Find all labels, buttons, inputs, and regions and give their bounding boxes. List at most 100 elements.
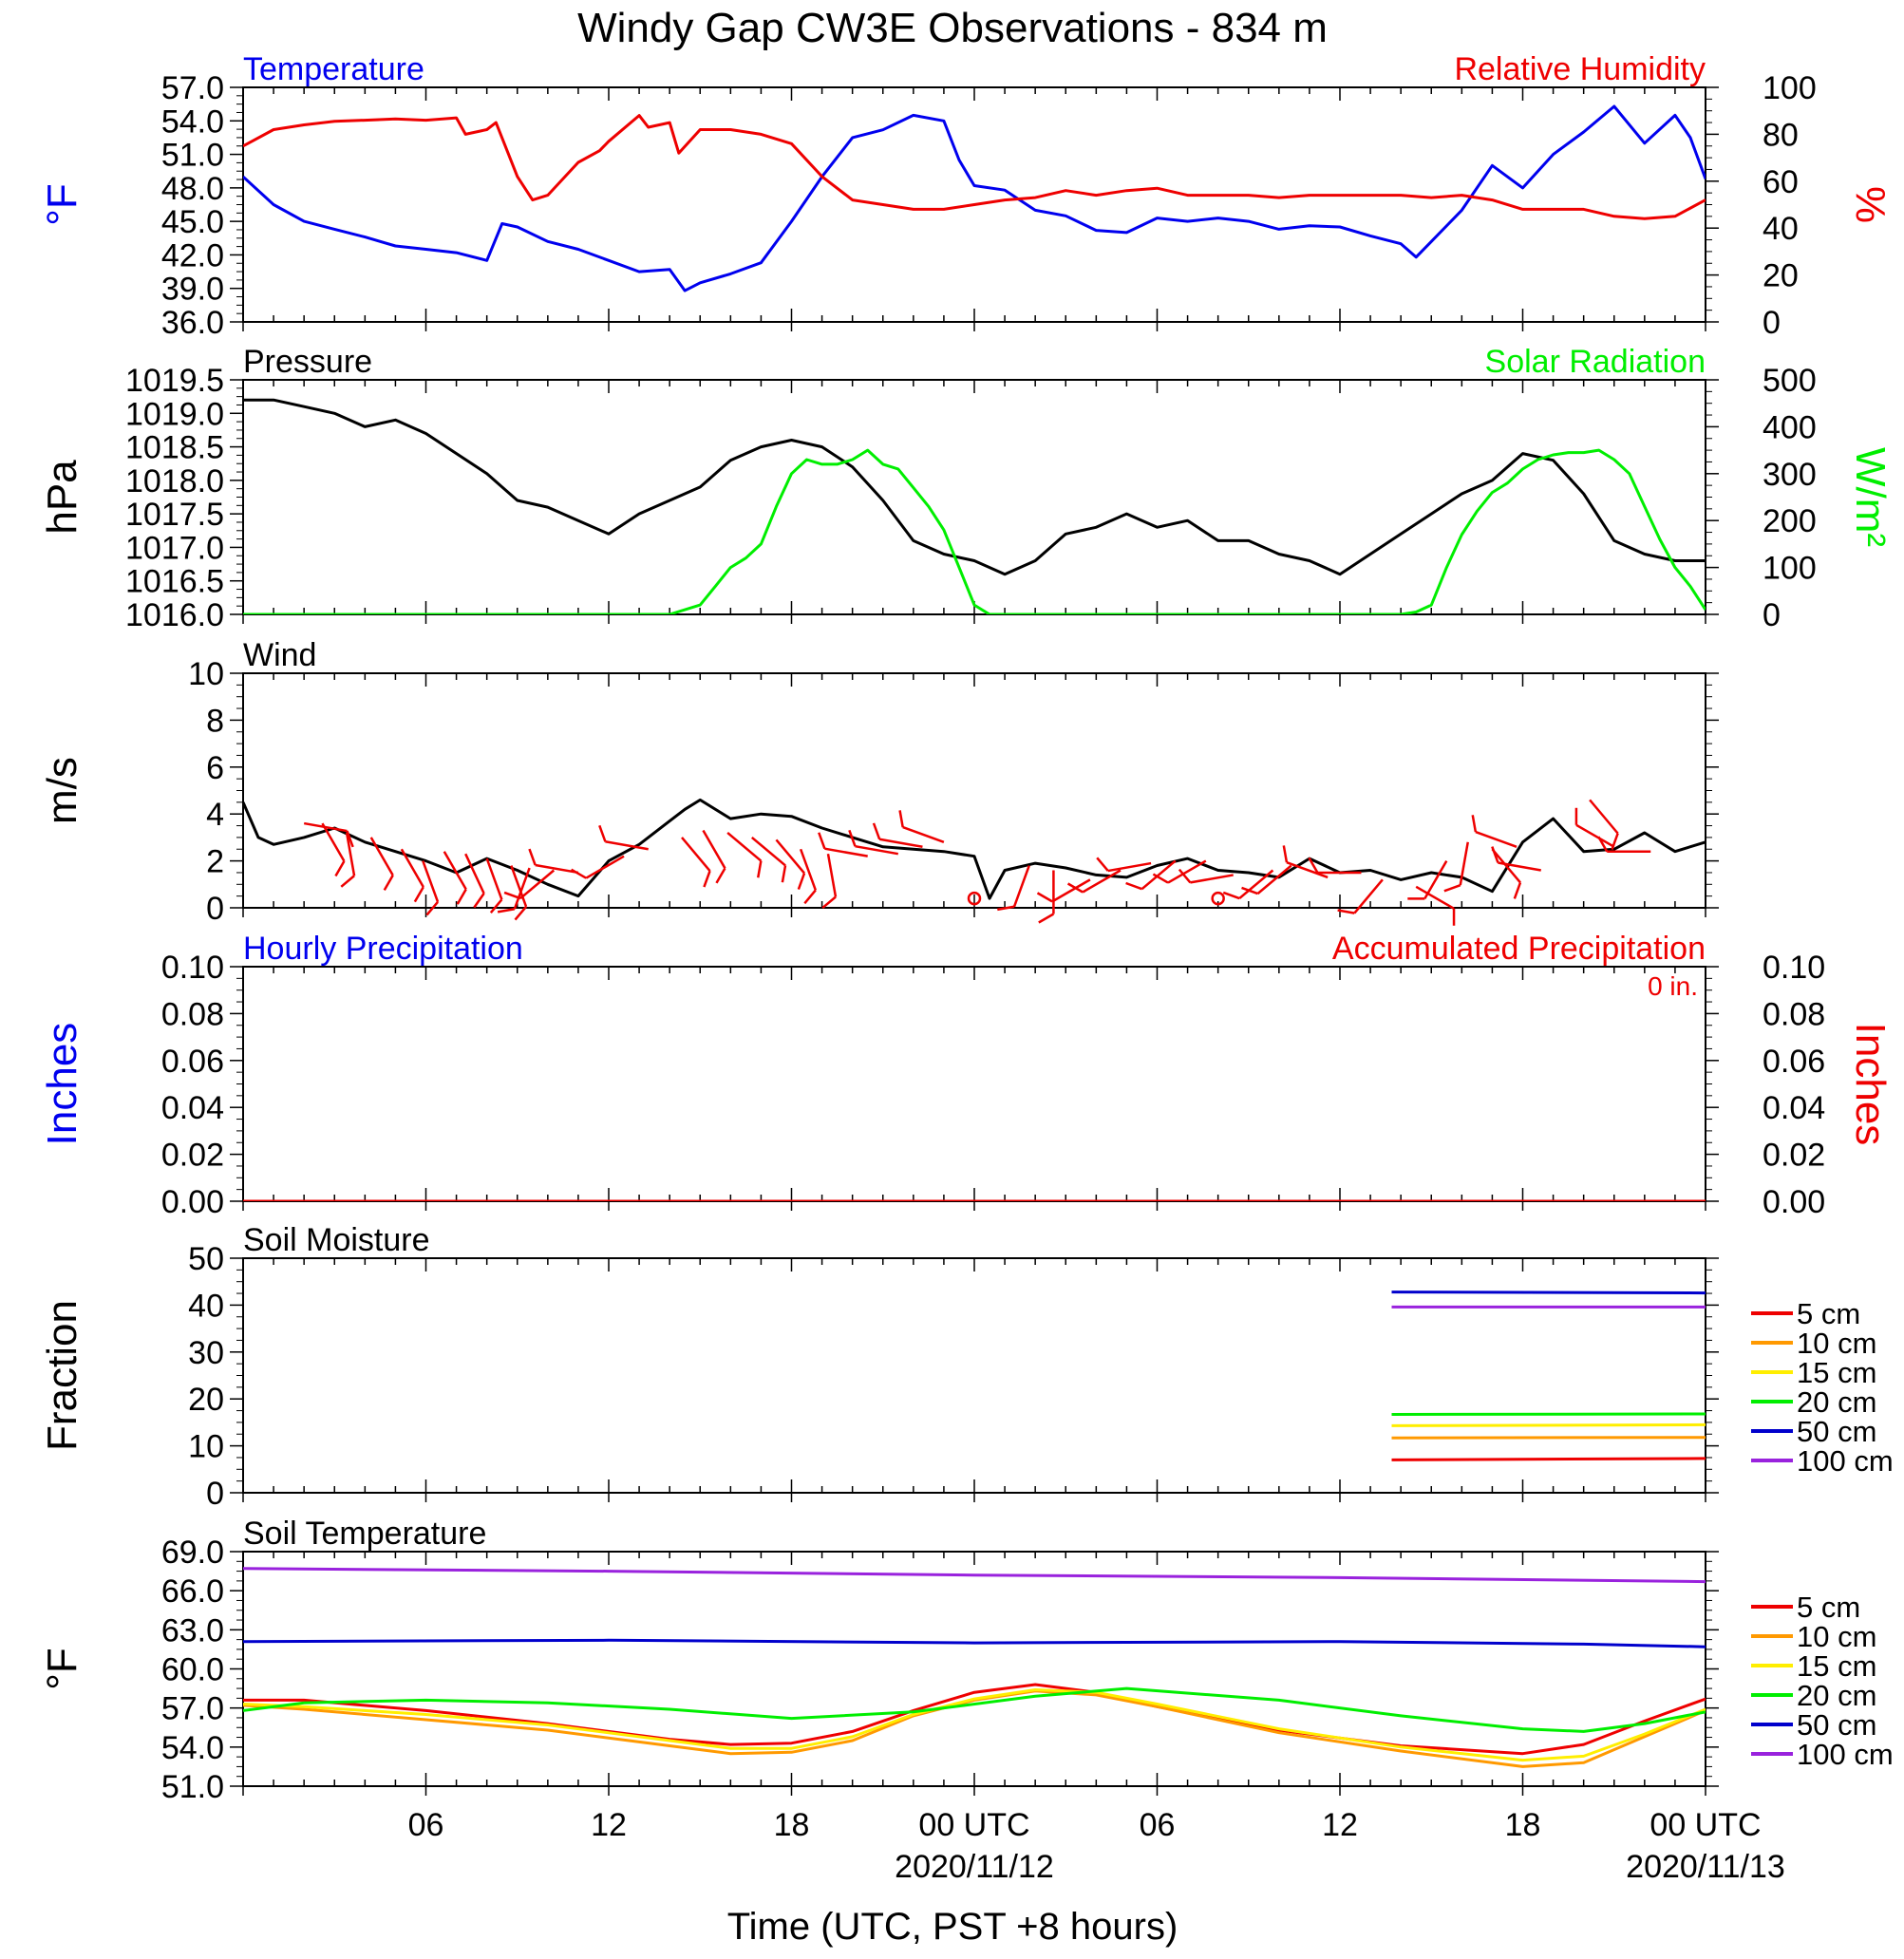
wind-barb xyxy=(513,867,531,910)
x-axis-label: Time (UTC, PST +8 hours) xyxy=(727,1906,1178,1948)
wind-barb-feather xyxy=(1471,815,1478,833)
wind-barb xyxy=(702,829,726,869)
legend-label: 10 cm xyxy=(1797,1620,1876,1653)
y-tick-label-right: 40 xyxy=(1763,211,1799,247)
panel-title-left: Pressure xyxy=(243,344,372,380)
x-tick-label: 18 xyxy=(1505,1807,1541,1843)
y-tick-label-left: 2 xyxy=(206,844,224,880)
y-tick-label-left: 6 xyxy=(206,750,224,786)
x-tick-label: 06 xyxy=(408,1807,444,1843)
y-tick-label-right: 0.04 xyxy=(1763,1090,1825,1126)
y-tick-label-left: 1019.0 xyxy=(125,396,224,432)
panel-frame xyxy=(242,966,1706,1202)
wind-barb xyxy=(750,836,786,867)
series-temperature-1 xyxy=(243,114,1706,220)
y-tick-label-right: 200 xyxy=(1763,503,1817,539)
wind-barb xyxy=(1475,830,1518,848)
y-tick-label-right: 0.08 xyxy=(1763,996,1825,1032)
wind-barb-feather xyxy=(1152,873,1169,884)
y-tick-label-left: 20 xyxy=(188,1382,224,1418)
y-axis-title-left: °F xyxy=(39,1648,85,1689)
legend-label: 100 cm xyxy=(1797,1738,1894,1771)
y-tick-label-left: 1016.0 xyxy=(125,597,224,633)
x-tick-label: 12 xyxy=(591,1807,627,1843)
panel-wind: 0 2 4 6 8 10 Wind m/s xyxy=(39,637,1719,927)
wind-barb-feather xyxy=(1125,881,1142,891)
wind-barb-feather xyxy=(1222,891,1240,900)
wind-barb-feather xyxy=(1443,883,1461,893)
y-tick-label-left: 4 xyxy=(206,797,224,833)
legend-label: 5 cm xyxy=(1797,1297,1860,1330)
wind-calm-circle xyxy=(967,891,982,906)
y-tick-label-left: 8 xyxy=(206,703,224,739)
wind-barb xyxy=(775,838,805,875)
wind-barb xyxy=(1415,885,1455,910)
wind-barb xyxy=(519,869,556,900)
wind-barb-feather xyxy=(818,832,826,850)
wind-barb-feather xyxy=(1096,857,1109,872)
wind-barb-feather xyxy=(413,886,424,903)
y-tick-label-left: 1018.0 xyxy=(125,463,224,499)
wind-barb xyxy=(1353,878,1384,914)
legend-label: 20 cm xyxy=(1797,1679,1876,1712)
legend-label: 15 cm xyxy=(1797,1649,1876,1683)
wind-barb xyxy=(369,837,394,876)
wind-barb xyxy=(1498,861,1541,872)
y-tick-label-left: 0.08 xyxy=(161,996,224,1032)
y-tick-label-left: 1017.0 xyxy=(125,530,224,566)
y-tick-label-right: 0.02 xyxy=(1763,1138,1825,1174)
wind-barb-feather xyxy=(797,873,806,890)
panel-temperature: 36.039.042.045.048.051.054.057.0 0 20 40 60 8… xyxy=(39,51,1894,341)
series-soil_temperature-0 xyxy=(243,1683,1706,1756)
wind-barb-feather xyxy=(1038,913,1055,924)
wind-barb-feather xyxy=(1308,857,1319,874)
y-tick-label-left: 42.0 xyxy=(161,237,224,273)
wind-barb xyxy=(535,863,579,875)
y-tick-label-left: 54.0 xyxy=(161,1730,224,1766)
y-tick-label-left: 57.0 xyxy=(161,70,224,106)
x-date-label: 2020/11/12 xyxy=(895,1849,1054,1885)
y-tick-label-left: 0.02 xyxy=(161,1138,224,1174)
panels: 36.039.042.045.048.051.054.057.002040608… xyxy=(39,51,1894,1885)
wind-barb xyxy=(902,825,945,844)
wind-barb xyxy=(1012,865,1030,908)
wind-barb-feather xyxy=(383,875,394,891)
wind-barb xyxy=(1459,841,1469,886)
x-tick-label: 00 UTC xyxy=(1650,1807,1761,1843)
series-soil_moisture-3 xyxy=(1391,1412,1706,1416)
wind-barb-feather xyxy=(1066,882,1084,894)
wind-barb xyxy=(1082,869,1122,894)
y-tick-label-right: 0.00 xyxy=(1763,1184,1825,1220)
series-soil_temperature-5 xyxy=(243,1567,1706,1584)
y-axis-title-right: Inches xyxy=(1847,1023,1894,1146)
wind-barb xyxy=(878,838,923,849)
panel-frame xyxy=(242,672,1706,909)
y-tick-label-left: 0.06 xyxy=(161,1044,224,1080)
wind-barb xyxy=(1190,874,1234,884)
y-axis-title-left: m/s xyxy=(39,757,85,824)
panel-soil_moisture: 0 10 20 30 40 50 Soil Moisture Fraction xyxy=(39,1222,1719,1512)
wind-barb-feather xyxy=(514,905,528,921)
y-tick-label-right: 60 xyxy=(1763,164,1799,200)
wind-barb-feather xyxy=(1491,846,1499,863)
wind-barb xyxy=(1256,864,1292,895)
legend-label: 100 cm xyxy=(1797,1444,1894,1478)
wind-barb xyxy=(464,853,485,895)
y-tick-label-left: 0 xyxy=(206,1476,224,1512)
wind-barb xyxy=(443,851,467,891)
wind-barb-feather xyxy=(715,867,726,884)
y-tick-label-left: 1018.5 xyxy=(125,430,224,466)
y-tick-label-left: 50 xyxy=(188,1241,224,1277)
y-tick-label-right: 400 xyxy=(1763,409,1817,445)
series-soil_moisture-1 xyxy=(1391,1436,1706,1440)
y-tick-label-left: 51.0 xyxy=(161,138,224,174)
series-soil_moisture-4 xyxy=(1391,1290,1706,1295)
y-axis-title-left: °F xyxy=(39,183,85,225)
y-tick-label-right: 0 xyxy=(1763,305,1781,341)
wind-barb xyxy=(681,837,711,872)
series-soil_temperature-4 xyxy=(243,1638,1706,1648)
wind-barb xyxy=(726,832,763,862)
y-tick-label-left: 10 xyxy=(188,656,224,692)
